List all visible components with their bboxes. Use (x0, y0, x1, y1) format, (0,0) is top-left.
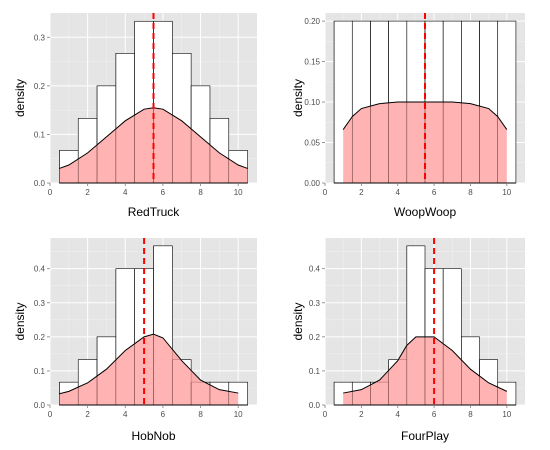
x-tick-label: 8 (198, 188, 203, 197)
x-axis-title: FourPlay (401, 429, 449, 443)
density-area (59, 334, 239, 405)
x-tick-label: 8 (468, 410, 473, 419)
y-axis-title: density (13, 302, 27, 340)
x-tick-label: 6 (161, 188, 166, 197)
density-curve (59, 333, 239, 395)
x-tick-label: 2 (85, 410, 90, 419)
x-tick-label: 10 (502, 188, 511, 197)
x-tick-label: 0 (48, 410, 53, 419)
panel-hobnob: 0 2 4 6 8 10 0.0 0.1 0.2 0.3 0.4 HobNob density (13, 238, 257, 443)
x-tick-label: 0 (48, 188, 53, 197)
x-tick-label: 6 (432, 188, 437, 197)
y-tick-label: 0.20 (304, 17, 320, 26)
x-tick-label: 2 (359, 410, 364, 419)
x-tick-label: 2 (85, 188, 90, 197)
y-tick-label: 0.0 (309, 401, 321, 410)
y-tick-label: 0.3 (34, 33, 46, 42)
y-tick-label: 0.4 (309, 265, 321, 274)
x-tick-label: 4 (123, 410, 128, 419)
y-tick-label: 0.4 (34, 265, 46, 274)
x-tick-label: 0 (323, 410, 328, 419)
x-tick-label: 8 (198, 410, 203, 419)
x-tick-label: 10 (234, 410, 243, 419)
y-axis-title: density (291, 79, 305, 117)
x-tick-label: 2 (359, 188, 364, 197)
y-tick-label: 0.2 (34, 333, 46, 342)
y-tick-label: 0.3 (309, 299, 321, 308)
x-axis-title: HobNob (131, 429, 175, 443)
y-tick-label: 0.0 (34, 179, 46, 188)
x-axis-title: WoopWoop (394, 205, 457, 219)
x-tick-label: 0 (323, 188, 328, 197)
x-axis-title: RedTruck (128, 205, 181, 219)
y-tick-label: 0.3 (34, 299, 46, 308)
y-axis-title: density (291, 302, 305, 340)
panel-woopwoop: 0 2 4 6 8 10 0.00 0.05 0.10 0.15 0.20 WoopWoop densi… (291, 13, 525, 219)
x-tick-label: 4 (396, 410, 401, 419)
y-axis-title: density (13, 79, 27, 117)
y-tick-label: 0.15 (304, 58, 320, 67)
x-tick-label: 6 (432, 410, 437, 419)
x-tick-label: 8 (468, 188, 473, 197)
x-tick-label: 10 (502, 410, 511, 419)
panel-redtruck: 0 2 4 6 8 10 0.0 0.1 0.2 0.3 RedTruck density (13, 13, 257, 219)
x-tick-label: 10 (234, 188, 243, 197)
y-tick-label: 0.00 (304, 179, 320, 188)
x-tick-label: 6 (161, 410, 166, 419)
x-tick-label: 4 (123, 188, 128, 197)
x-tick-label: 4 (396, 188, 401, 197)
panel-fourplay: 0 2 4 6 8 10 0.0 0.1 0.2 0.3 0.4 FourPlay density (291, 238, 525, 443)
y-tick-label: 0.2 (309, 333, 321, 342)
y-tick-label: 0.1 (34, 130, 46, 139)
y-tick-label: 0.2 (34, 82, 46, 91)
y-tick-label: 0.05 (304, 139, 320, 148)
y-tick-label: 0.1 (309, 367, 321, 376)
density-curve (343, 336, 508, 394)
y-tick-label: 0.10 (304, 98, 320, 107)
y-tick-label: 0.1 (34, 367, 46, 376)
y-tick-label: 0.0 (34, 401, 46, 410)
